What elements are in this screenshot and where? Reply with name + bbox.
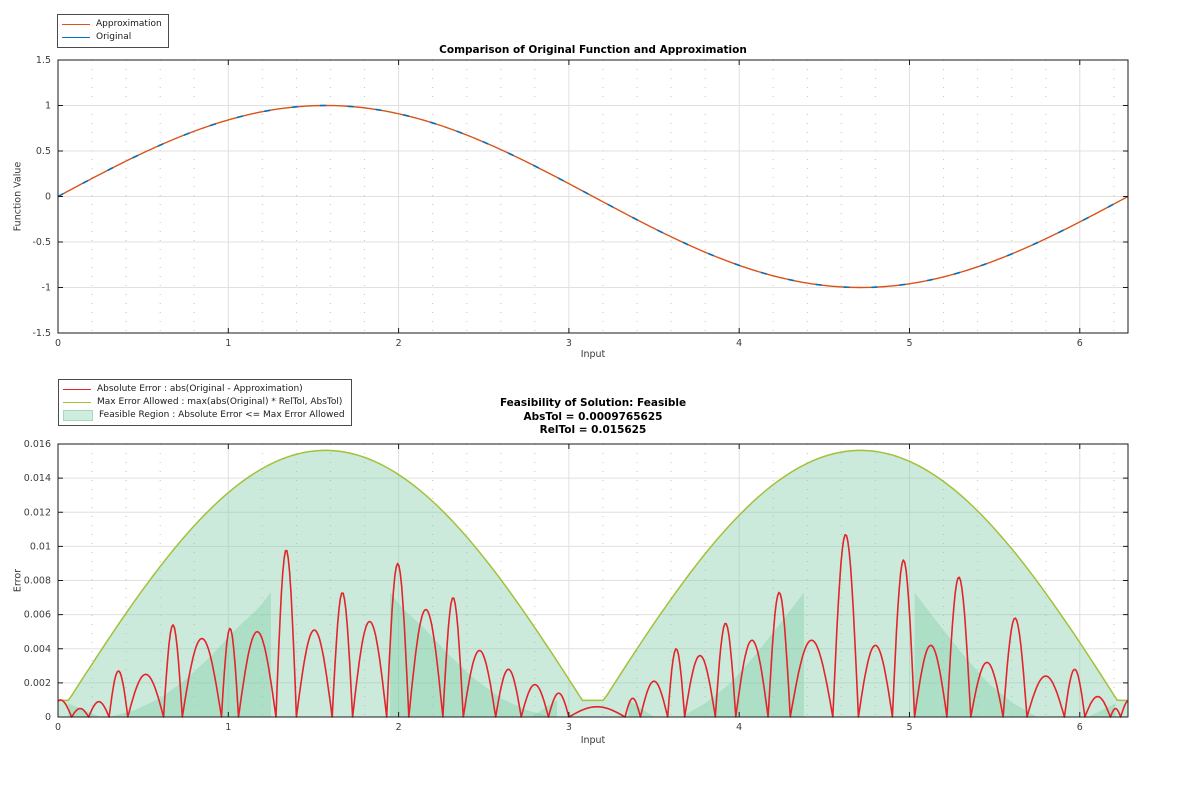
y-tick-label: 0.002 <box>24 678 51 689</box>
max-error-line-swatch <box>63 402 91 403</box>
top-xlabel: Input <box>580 349 606 360</box>
original-line-swatch <box>62 37 90 38</box>
top-legend[interactable]: Approximation Original <box>57 14 169 48</box>
x-tick-label: 2 <box>396 722 402 733</box>
feasible-overlap-fill <box>681 592 804 717</box>
x-tick-label: 4 <box>736 338 742 349</box>
x-tick-label: 1 <box>225 338 231 349</box>
x-tick-label: 1 <box>225 722 231 733</box>
feasible-overlap-fill <box>914 592 1038 717</box>
feasible-overlap-fill <box>109 592 271 717</box>
approximation-line <box>57 104 1128 289</box>
y-tick-label: 0.012 <box>24 507 51 518</box>
max-error-line <box>58 449 1128 702</box>
y-tick-label: -1 <box>42 283 51 294</box>
legend-item-absolute-error[interactable]: Absolute Error : abs(Original - Approxim… <box>63 383 345 396</box>
top-ylabel: Function Value <box>12 161 24 232</box>
feasible-overlap-fill <box>390 592 552 717</box>
y-tick-label: 0 <box>45 712 51 723</box>
feasible-region-swatch <box>63 410 93 421</box>
bottom-ylabel: Error <box>12 568 24 593</box>
reltol-line: RelTol = 0.015625 <box>539 424 647 436</box>
abstol-line: AbsTol = 0.0009765625 <box>523 410 663 423</box>
legend-label: Absolute Error : abs(Original - Approxim… <box>97 384 303 394</box>
legend-label: Approximation <box>96 19 162 29</box>
y-tick-label: 0.006 <box>24 610 51 621</box>
legend-label: Max Error Allowed : max(abs(Original) * … <box>97 397 343 407</box>
x-tick-label: 6 <box>1077 722 1083 733</box>
y-tick-label: 0.008 <box>24 576 51 587</box>
feasible-overlap-fill <box>531 699 557 717</box>
legend-item-original[interactable]: Original <box>62 31 162 44</box>
legend-item-feasible-region[interactable]: Feasible Region : Absolute Error <= Max … <box>63 409 345 422</box>
bottom-legend[interactable]: Absolute Error : abs(Original - Approxim… <box>58 379 352 426</box>
x-tick-label: 3 <box>566 722 572 733</box>
feasible-overlap-fill <box>628 699 654 717</box>
top-chart-title: Comparison of Original Function and Appr… <box>439 44 747 56</box>
y-tick-label: -0.5 <box>32 237 51 248</box>
y-tick-label: 0.016 <box>24 439 51 450</box>
y-tick-label: 0 <box>45 192 51 203</box>
approximation-line-swatch <box>62 24 90 25</box>
feasible-region-fill <box>58 450 1128 717</box>
y-tick-label: 0.01 <box>30 541 51 552</box>
y-tick-label: 1.5 <box>36 55 51 66</box>
legend-label: Feasible Region : Absolute Error <= Max … <box>99 410 345 420</box>
y-tick-label: 1 <box>45 101 51 112</box>
bottom-chart-title: Feasibility of Solution: Feasible AbsTol… <box>58 397 1128 438</box>
x-tick-label: 2 <box>396 338 402 349</box>
legend-item-approximation[interactable]: Approximation <box>62 18 162 31</box>
legend-item-max-error[interactable]: Max Error Allowed : max(abs(Original) * … <box>63 396 345 409</box>
x-tick-label: 3 <box>566 338 572 349</box>
x-tick-label: 0 <box>55 722 61 733</box>
bottom-xlabel: Input <box>580 735 606 746</box>
x-tick-label: 5 <box>906 722 912 733</box>
y-tick-label: 0.5 <box>36 146 51 157</box>
absolute-error-line-swatch <box>63 389 91 390</box>
y-tick-label: 0.004 <box>24 644 51 655</box>
y-tick-label: 0.014 <box>24 473 51 484</box>
x-tick-label: 0 <box>55 338 61 349</box>
y-tick-label: -1.5 <box>32 328 51 339</box>
x-tick-label: 6 <box>1077 338 1083 349</box>
absolute-error-line <box>57 533 1129 718</box>
x-tick-label: 5 <box>906 338 912 349</box>
legend-label: Original <box>96 32 132 42</box>
feasibility-title: Feasibility of Solution: Feasible <box>499 397 687 409</box>
x-tick-label: 4 <box>736 722 742 733</box>
